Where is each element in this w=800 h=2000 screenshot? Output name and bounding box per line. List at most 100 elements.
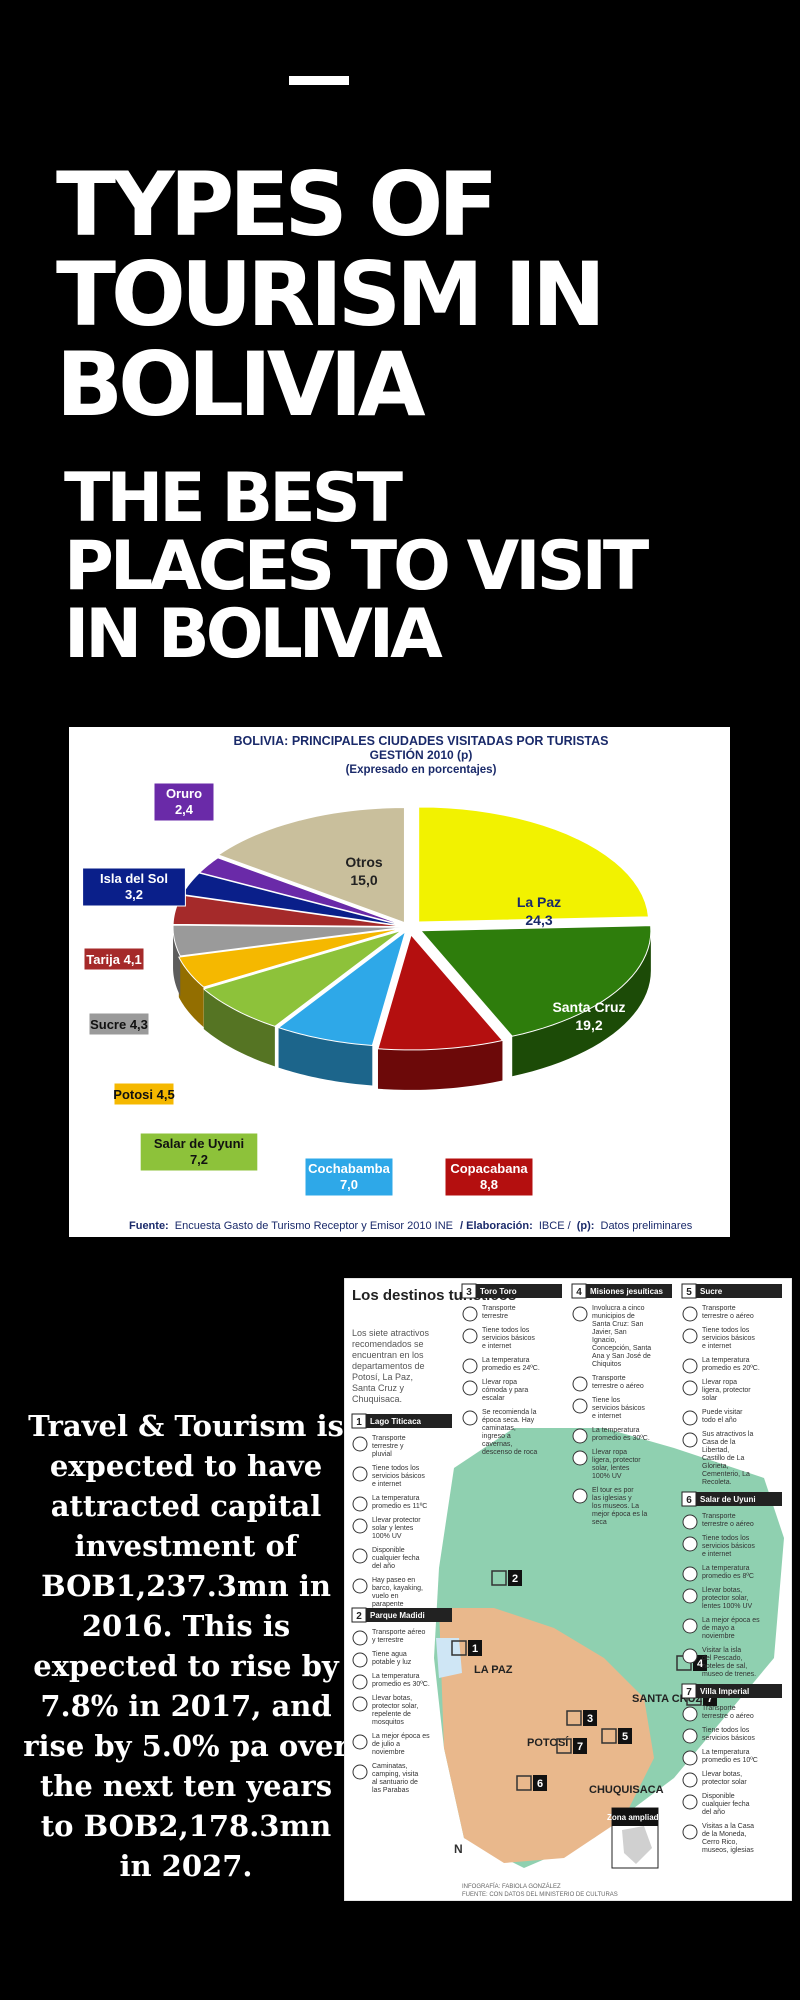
section-item: La mejor época es de julio a noviembre <box>372 1733 430 1756</box>
section-item-line: Concepción, Santa <box>592 1345 651 1352</box>
section-item-line: Recoleta. <box>702 1479 732 1486</box>
section-item-line: mosquitos <box>372 1719 404 1726</box>
section-item: Visitar la isla del Pescado, hoteles de sa… <box>702 1647 756 1678</box>
pie-slice-0 <box>418 806 650 923</box>
section-item-line: promedio es 24ºC. <box>482 1365 540 1372</box>
pie-label-box-6 <box>88 1012 150 1036</box>
pie-slice-9 <box>198 857 405 926</box>
section-item-line: pluvial <box>372 1451 392 1458</box>
place-la-paz: LA PAZ <box>474 1664 513 1676</box>
chart-title: BOLIVIA: PRINCIPALES CIUDADES VISITADAS … <box>233 734 608 748</box>
info-icon <box>352 1578 368 1594</box>
section-item-line: e internet <box>592 1413 621 1420</box>
section-item-line: Llevar botas, <box>702 1587 742 1594</box>
section-item-line: ligera, protector <box>702 1387 751 1394</box>
section-item-line: y terrestre <box>372 1637 404 1644</box>
pie-label-box-3 <box>304 1157 394 1197</box>
info-icon <box>572 1428 588 1444</box>
section-item: Tiene los servicios básicos e internet <box>592 1397 645 1420</box>
info-icon <box>682 1306 698 1322</box>
info-icon <box>682 1514 698 1530</box>
section-item-line: museo de trenes. <box>702 1671 756 1678</box>
section-name: Parque Madidi <box>370 1611 425 1620</box>
info-icon <box>682 1794 698 1810</box>
info-icon <box>352 1674 368 1690</box>
section-item-line: La temperatura <box>702 1357 750 1364</box>
section-item-line: 100% UV <box>592 1473 622 1480</box>
section-item: Puede visitar todo el año <box>702 1409 743 1424</box>
section-item-line: del año <box>372 1563 395 1570</box>
section-item-line: de julio a <box>372 1741 400 1748</box>
section-item-line: Transporte <box>702 1513 736 1520</box>
section-number: 7 <box>686 1687 692 1698</box>
section-item-line: las iglesias y <box>592 1495 632 1502</box>
map-marker-number: 2 <box>512 1573 518 1585</box>
pie-label-box-5 <box>113 1082 175 1106</box>
map-marker-badge <box>583 1710 597 1726</box>
section-item-line: Hay paseo en <box>372 1577 415 1584</box>
pie-label-1: Santa Cruz 19,2 <box>552 999 625 1033</box>
section-item-line: terrestre o aéreo <box>702 1313 754 1320</box>
section-item: La temperatura promedio es 11ºC <box>372 1495 427 1510</box>
section-item: La temperatura promedio es 30ºC. <box>592 1427 650 1442</box>
info-icon <box>682 1618 698 1634</box>
section-name: Misiones jesuíticas <box>590 1287 663 1296</box>
pie-label-name-9: Oruro <box>166 786 202 801</box>
section-number: 1 <box>356 1417 362 1428</box>
section-item: Transporte terrestre o aéreo <box>702 1705 754 1720</box>
section-header-bg <box>682 1284 782 1298</box>
map-intro-line: Santa Cruz y <box>352 1383 405 1393</box>
chart-subtitle: GESTIÓN 2010 (p) <box>370 747 473 762</box>
section-name: Lago Titicaca <box>370 1417 422 1426</box>
pie-slice-10 <box>217 807 405 924</box>
info-icon <box>682 1750 698 1766</box>
place-chuquisaca: CHUQUISACA <box>589 1784 664 1796</box>
section-item-line: promedio es 20ºC. <box>702 1365 760 1372</box>
pie-label-0: La Paz 24,3 <box>517 894 561 928</box>
map-marker-badge <box>618 1728 632 1744</box>
section-item: Transporte terrestre <box>482 1305 516 1320</box>
section-item-line: e internet <box>702 1551 731 1558</box>
page-subtitle-line-3: IN BOLIVIA <box>64 595 443 674</box>
pie-slice-side-3 <box>278 1027 373 1086</box>
map-marker-number: 3 <box>587 1713 593 1725</box>
pie-slice-side-5 <box>178 957 204 1028</box>
pie-slice-1 <box>419 925 652 1037</box>
info-icon <box>462 1358 478 1374</box>
section-header-bg <box>352 1414 452 1428</box>
section-item-line: Llevar ropa <box>482 1379 517 1386</box>
map-column-1: 1 Lago Titicaca Transporte terrestre y pluvi… <box>351 1413 452 1794</box>
inset-map-shape <box>622 1826 652 1864</box>
section-item-line: promedio es 8ºC <box>702 1573 754 1580</box>
page-title-line-2: TOURISM IN <box>56 243 606 346</box>
pie-slice-side-4 <box>203 988 275 1067</box>
section-item-line: La temperatura <box>372 1495 420 1502</box>
section-item-line: Tiene todos los <box>702 1327 750 1334</box>
section-name: Salar de Uyuni <box>700 1495 756 1504</box>
pie-top-group <box>172 806 652 1051</box>
section-item-line: terrestre y <box>372 1443 404 1450</box>
section-item-line: todo el año <box>702 1417 737 1424</box>
section-item-line: los museos. La <box>592 1503 639 1510</box>
section-item-line: Caminatas, <box>372 1763 407 1770</box>
section-item: La temperatura promedio es 30ºC. <box>372 1673 430 1688</box>
pie-label-value-2: 8,8 <box>480 1177 498 1192</box>
section-item: Caminatas, camping, visita al santuario de… <box>372 1763 418 1794</box>
section-item-line: ingreso a <box>482 1433 511 1440</box>
section-item-line: e internet <box>372 1481 401 1488</box>
section-item-line: Chiquitos <box>592 1361 622 1368</box>
pie-label-name-10: Otros <box>345 854 383 870</box>
pie-label-10: Otros 15,0 <box>345 854 383 888</box>
pie-label-box-8 <box>82 867 186 907</box>
section-item: Involucra a cinco municipios de Santa Cruz… <box>592 1305 651 1368</box>
section-item-line: promedio es 30ºC. <box>592 1435 650 1442</box>
pie-slice-3 <box>277 930 407 1047</box>
section-name: Toro Toro <box>480 1287 517 1296</box>
section-item-line: Transporte <box>592 1375 626 1382</box>
section-item: Transporte terrestre o aéreo <box>702 1305 754 1320</box>
chart-source-label: Fuente: <box>129 1220 169 1232</box>
section-item-line: vuelo en <box>372 1593 399 1600</box>
section-item-line: Tiene todos los <box>482 1327 530 1334</box>
